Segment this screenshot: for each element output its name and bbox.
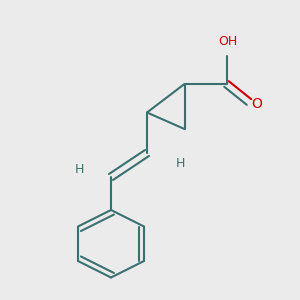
Text: OH: OH <box>218 35 238 48</box>
Text: H: H <box>75 163 84 176</box>
Text: H: H <box>175 157 185 170</box>
Text: O: O <box>251 97 262 110</box>
